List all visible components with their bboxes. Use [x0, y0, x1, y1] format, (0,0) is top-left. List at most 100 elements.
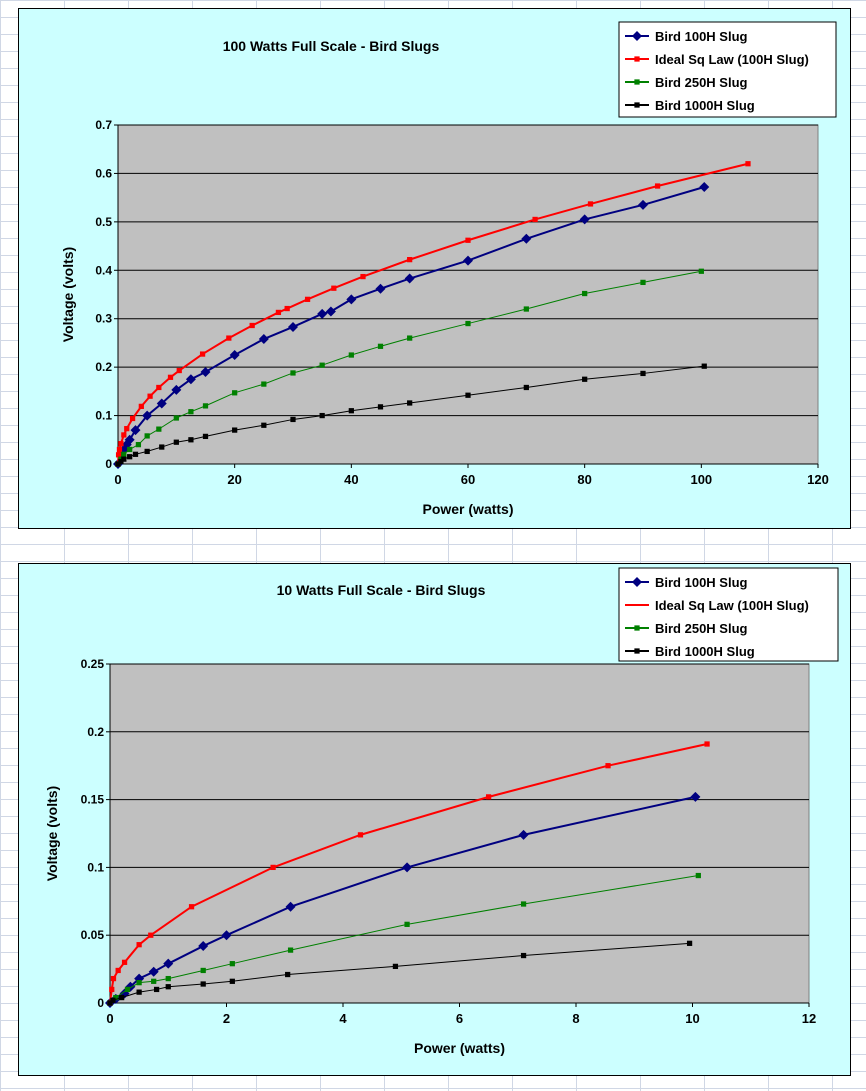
data-point-square [147, 393, 153, 399]
data-point-square [392, 963, 399, 970]
data-point-square [188, 904, 195, 910]
data-point-square [640, 370, 646, 377]
y-tick-label: 0.3 [95, 312, 112, 326]
data-point-diamond [463, 255, 473, 266]
y-tick-label: 0.5 [95, 215, 112, 229]
data-point-square [634, 625, 640, 631]
data-point-diamond [402, 862, 413, 873]
series-line [117, 365, 705, 465]
data-point-square [229, 961, 235, 967]
data-point-diamond [185, 374, 196, 385]
data-point-square [226, 335, 232, 341]
data-point-diamond [198, 941, 209, 952]
x-tick-label: 80 [577, 472, 591, 487]
x-tick-label: 10 [685, 1011, 699, 1026]
data-point-square [377, 404, 384, 410]
data-point-square [275, 309, 282, 316]
data-point-square [115, 967, 121, 974]
x-axis-label: Power (watts) [414, 1040, 505, 1056]
data-point-diamond [699, 181, 710, 192]
data-point-diamond [258, 334, 269, 345]
data-point-square [118, 458, 124, 465]
x-tick-label: 100 [690, 472, 712, 487]
data-point-square [144, 433, 150, 439]
legend-label: Bird 250H Slug [655, 75, 748, 90]
chart-100w: 0 0.1 0.2 0.3 0.4 0.5 0.6 0.7 0 20 40 60 80 100 120 100… [18, 8, 851, 529]
legend-label: Bird 100H Slug [655, 575, 748, 590]
data-point-square [407, 400, 413, 406]
data-point-square [159, 444, 165, 450]
data-point-square [404, 921, 410, 927]
data-point-square [136, 980, 142, 986]
data-point-square [132, 451, 139, 457]
data-point-square [121, 456, 127, 462]
data-point-square [115, 461, 121, 467]
data-point-diamond [229, 350, 240, 361]
data-point-square [167, 374, 174, 380]
y-tick-label: 0.05 [81, 928, 105, 942]
data-point-square [116, 446, 123, 453]
data-point-square [290, 416, 296, 423]
data-point-square [229, 978, 235, 984]
data-point-square [348, 352, 354, 358]
data-point-square [377, 343, 384, 349]
data-point-diamond [325, 306, 336, 317]
data-point-diamond [142, 410, 153, 421]
data-point-diamond [518, 829, 529, 840]
y-tick-label: 0.2 [87, 725, 104, 739]
data-point-square [634, 56, 640, 62]
legend-label: Ideal Sq Law (100H Slug) [655, 52, 809, 67]
data-point-square [144, 448, 150, 455]
legend-label: Bird 100H Slug [655, 29, 748, 44]
data-point-square [523, 306, 529, 312]
data-point-square [407, 335, 413, 341]
data-point-square [173, 415, 179, 421]
data-point-square [148, 932, 154, 938]
data-point-square [202, 403, 209, 409]
data-point-square [232, 390, 238, 396]
data-point-square [200, 967, 206, 974]
data-point-square [319, 362, 325, 368]
data-point-square [270, 864, 276, 871]
data-point-square [654, 183, 661, 189]
y-tick-label: 0.6 [95, 166, 112, 180]
data-point-square [121, 451, 127, 457]
y-tick-label: 0.4 [95, 263, 112, 277]
data-point-square [634, 79, 640, 85]
data-point-square [127, 454, 133, 460]
data-point-diamond [124, 434, 135, 445]
data-point-square [249, 322, 255, 329]
data-point-square [348, 408, 354, 414]
chart-title: 100 Watts Full Scale - Bird Slugs [223, 38, 440, 54]
y-tick-label: 0 [105, 457, 112, 471]
data-point-square [176, 367, 182, 374]
data-point-diamond [404, 273, 415, 284]
data-point-square [121, 959, 128, 965]
data-point-square [156, 384, 162, 391]
y-tick-label: 0.7 [95, 118, 112, 132]
chart-svg: 0 0.05 0.1 0.15 0.2 0.25 0 2 4 6 8 10 12 10 Watts Ful… [44, 567, 839, 1056]
y-tick-label: 0.1 [87, 860, 104, 874]
data-point-square [686, 940, 693, 946]
data-point-square [113, 994, 119, 1001]
data-point-square [136, 989, 142, 995]
data-point-square [129, 415, 136, 422]
x-tick-label: 0 [106, 1011, 113, 1026]
data-point-square [153, 986, 160, 993]
x-tick-label: 2 [223, 1011, 230, 1026]
data-point-square [138, 403, 144, 409]
data-point-diamond [690, 791, 701, 802]
x-tick-label: 40 [344, 472, 358, 487]
y-tick-label: 0.2 [95, 360, 112, 374]
data-point-square [605, 763, 611, 769]
data-point-diamond [148, 966, 159, 977]
data-point-square [634, 648, 640, 654]
data-point-diamond [375, 283, 386, 294]
y-tick-label: 0.25 [81, 657, 105, 671]
data-point-diamond [288, 321, 298, 332]
data-point-square [520, 952, 527, 959]
data-point-square [357, 832, 364, 838]
data-point-square [319, 412, 325, 419]
data-point-square [287, 947, 294, 953]
data-point-square [704, 741, 710, 747]
